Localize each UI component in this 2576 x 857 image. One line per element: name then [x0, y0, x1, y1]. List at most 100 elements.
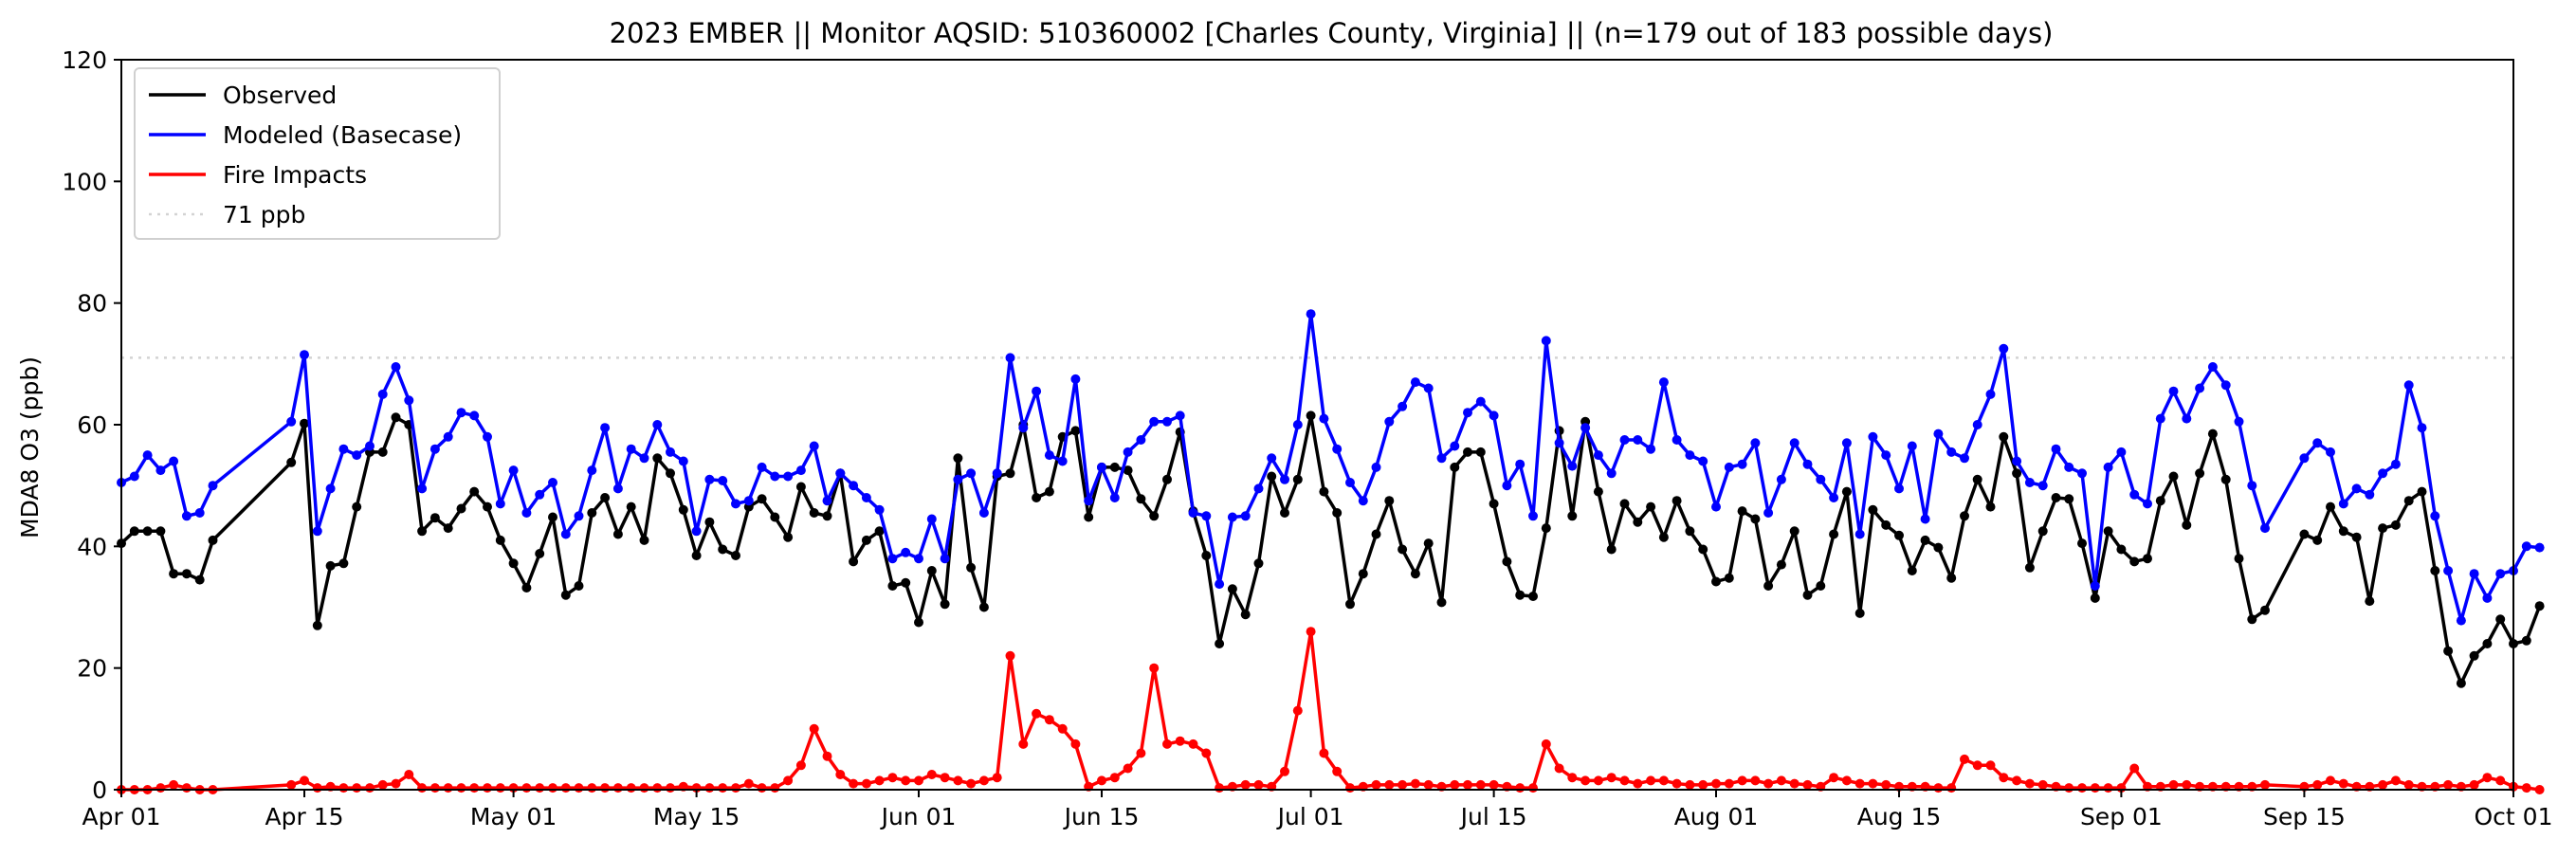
data-point-modeled-basecase	[861, 493, 871, 502]
data-point-fire-impacts	[704, 783, 715, 793]
data-point-observed	[1802, 590, 1813, 600]
data-point-modeled-basecase	[1763, 508, 1774, 518]
data-point-observed	[1606, 544, 1617, 555]
data-point-observed	[1750, 514, 1761, 524]
data-point-modeled-basecase	[1593, 450, 1603, 461]
data-point-observed	[1868, 504, 1878, 515]
data-point-modeled-basecase	[652, 420, 663, 429]
data-point-modeled-basecase	[1345, 478, 1355, 487]
data-point-observed	[783, 532, 794, 542]
data-point-fire-impacts	[1960, 754, 1969, 764]
data-point-modeled-basecase	[1960, 453, 1969, 464]
data-point-fire-impacts	[914, 775, 923, 786]
data-point-observed	[953, 453, 963, 464]
data-point-modeled-basecase	[1724, 462, 1734, 472]
legend: Observed Modeled (Basecase) Fire Impacts…	[134, 67, 501, 240]
data-point-fire-impacts	[2403, 779, 2414, 790]
x-tick-label: Aug 01	[1674, 803, 1759, 830]
data-point-observed	[822, 511, 832, 521]
data-point-observed	[417, 526, 428, 537]
data-point-modeled-basecase	[1032, 386, 1042, 396]
data-point-fire-impacts	[535, 783, 545, 793]
data-point-modeled-basecase	[560, 529, 571, 539]
data-point-observed	[194, 574, 205, 585]
data-point-observed	[940, 599, 950, 610]
data-point-observed	[443, 523, 453, 534]
data-point-fire-impacts	[731, 783, 740, 793]
y-tick-label: 120	[62, 46, 107, 74]
data-point-observed	[300, 418, 309, 428]
data-point-modeled-basecase	[2351, 483, 2362, 494]
data-point-fire-impacts	[1972, 760, 1982, 771]
x-tick-label: Oct 01	[2475, 803, 2553, 830]
legend-label-observed: Observed	[223, 82, 337, 109]
series-line-observed	[119, 413, 2542, 685]
data-point-observed	[1253, 558, 1264, 569]
data-point-observed	[1423, 538, 1434, 549]
data-point-modeled-basecase	[1999, 343, 2009, 354]
data-point-modeled-basecase	[1776, 474, 1786, 484]
data-point-modeled-basecase	[456, 408, 466, 418]
data-point-observed	[521, 583, 532, 593]
legend-label-modeled: Modeled (Basecase)	[223, 121, 462, 149]
data-point-observed	[2247, 614, 2257, 625]
data-point-modeled-basecase	[2495, 569, 2506, 579]
data-point-observed	[1410, 569, 1420, 579]
data-point-modeled-basecase	[1920, 514, 1930, 524]
data-point-observed	[1841, 486, 1852, 497]
data-point-fire-impacts	[2312, 779, 2323, 790]
data-point-modeled-basecase	[469, 410, 480, 421]
data-point-modeled-basecase	[1384, 416, 1395, 427]
data-point-observed	[1345, 599, 1355, 610]
y-tick-label: 80	[77, 290, 107, 318]
data-point-observed	[966, 562, 977, 573]
data-point-observed	[2456, 678, 2466, 688]
data-point-modeled-basecase	[992, 468, 1002, 479]
data-point-observed	[1515, 590, 1526, 600]
data-point-modeled-basecase	[1646, 444, 1656, 454]
data-point-fire-impacts	[1829, 773, 1839, 783]
data-point-observed	[809, 508, 819, 518]
data-point-modeled-basecase	[1515, 459, 1526, 469]
data-point-observed	[1737, 506, 1747, 517]
data-point-observed	[1593, 486, 1603, 497]
data-point-modeled-basecase	[181, 511, 192, 521]
data-point-fire-impacts	[1802, 779, 1813, 790]
data-point-observed	[978, 602, 989, 612]
data-point-observed	[1450, 462, 1460, 472]
data-point-modeled-basecase	[783, 471, 794, 482]
data-point-modeled-basecase	[1750, 438, 1761, 448]
data-point-modeled-basecase	[914, 554, 923, 564]
data-point-fire-impacts	[443, 783, 453, 793]
data-point-fire-impacts	[1672, 778, 1682, 789]
data-point-fire-impacts	[1306, 627, 1316, 637]
data-point-fire-impacts	[312, 783, 322, 793]
data-point-modeled-basecase	[1946, 447, 1957, 457]
y-axis: 0 20 40 60 80 100 120	[62, 46, 121, 804]
data-point-observed	[1371, 529, 1381, 539]
data-point-fire-impacts	[2469, 779, 2479, 790]
data-point-modeled-basecase	[1188, 508, 1198, 518]
data-point-fire-impacts	[1868, 778, 1878, 789]
data-point-fire-impacts	[1489, 779, 1499, 790]
data-point-observed	[1136, 494, 1146, 504]
data-point-observed	[1658, 532, 1669, 542]
data-point-observed	[1816, 581, 1826, 591]
data-point-observed	[1960, 511, 1969, 521]
data-point-fire-impacts	[1881, 779, 1891, 790]
data-point-modeled-basecase	[155, 465, 166, 476]
data-point-observed	[352, 501, 362, 512]
data-point-observed	[142, 526, 153, 537]
data-point-modeled-basecase	[2312, 438, 2323, 448]
data-point-modeled-basecase	[1005, 353, 1015, 363]
y-tick-label: 60	[77, 411, 107, 439]
data-point-modeled-basecase	[2155, 413, 2165, 424]
data-point-modeled-basecase	[1894, 483, 1904, 494]
data-point-modeled-basecase	[325, 483, 336, 494]
data-point-fire-impacts	[1750, 775, 1761, 786]
data-point-modeled-basecase	[1149, 416, 1160, 427]
y-tick-label: 0	[92, 776, 107, 804]
data-point-fire-impacts	[1410, 778, 1420, 789]
data-point-observed	[2534, 601, 2545, 611]
